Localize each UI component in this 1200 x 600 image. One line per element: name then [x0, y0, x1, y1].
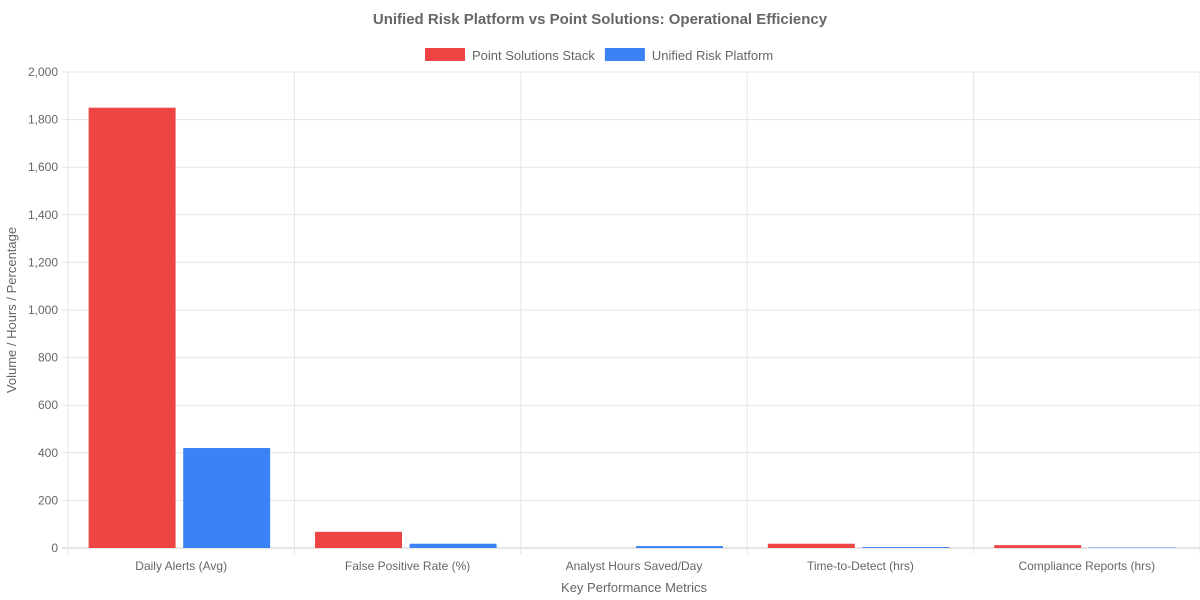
y-tick-label: 2,000 [28, 65, 58, 79]
x-tick-labels: Daily Alerts (Avg) False Positive Rate (%… [135, 559, 1155, 573]
bars [88, 107, 1176, 548]
y-tick-label: 1,000 [28, 303, 58, 317]
chart-title: Unified Risk Platform vs Point Solutions… [373, 11, 828, 28]
y-tick-label: 400 [38, 446, 58, 460]
y-tick-label: 600 [38, 398, 58, 412]
y-tick-label: 0 [51, 541, 58, 555]
bar-point-solutions [767, 543, 855, 548]
x-tick-label: Compliance Reports (hrs) [1018, 559, 1155, 573]
x-tick-label: False Positive Rate (%) [345, 559, 470, 573]
y-tick-label: 800 [38, 351, 58, 365]
legend-swatch [425, 48, 465, 61]
bar-unified [409, 543, 497, 548]
y-tick-label: 1,600 [28, 160, 58, 174]
bar-point-solutions [315, 531, 402, 548]
bar-unified [183, 448, 271, 548]
legend: Point Solutions Stack Unified Risk Platfo… [425, 48, 773, 63]
x-axis-label: Key Performance Metrics [561, 580, 707, 595]
x-tick-label: Daily Alerts (Avg) [135, 559, 227, 573]
y-axis-label: Volume / Hours / Percentage [4, 227, 19, 393]
bar-unified [862, 547, 950, 548]
legend-label: Unified Risk Platform [652, 48, 773, 63]
legend-swatch [604, 48, 645, 61]
y-tick-label: 1,400 [28, 208, 58, 222]
legend-label: Point Solutions Stack [472, 48, 595, 63]
bar-point-solutions [88, 107, 176, 548]
bar-point-solutions [994, 545, 1082, 548]
y-tick-label: 200 [38, 493, 58, 507]
y-tick-label: 1,200 [28, 255, 58, 269]
bar-unified [636, 546, 723, 548]
x-tick-label: Analyst Hours Saved/Day [566, 559, 703, 573]
y-tick-label: 1,800 [28, 113, 58, 127]
y-tick-labels: 0 200 400 600 800 1,000 1,200 1,400 1,600 1,800 2,… [28, 65, 58, 555]
x-tick-label: Time-to-Detect (hrs) [807, 559, 914, 573]
